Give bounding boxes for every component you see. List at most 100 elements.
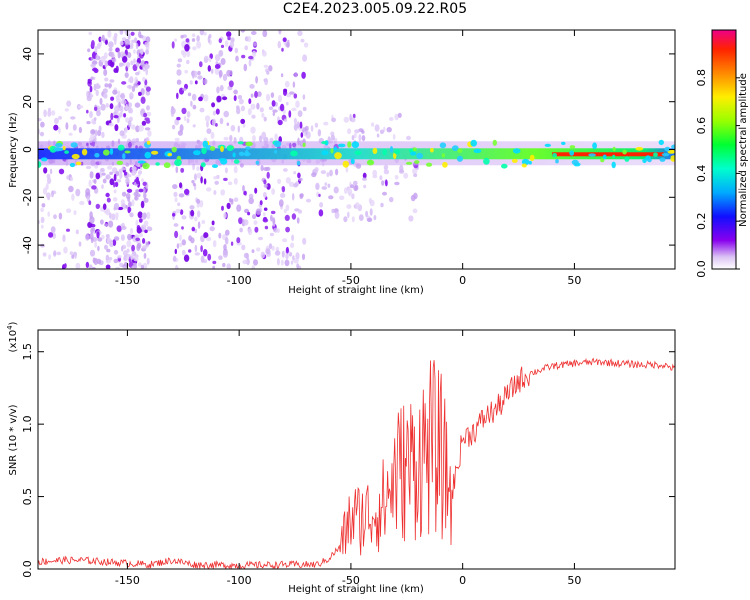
noise-speckle [126,240,132,248]
noise-speckle [114,124,119,132]
band-blob [334,152,342,160]
band-blob [412,147,417,151]
band-blob [473,148,482,154]
noise-speckle [133,49,136,54]
noise-speckle [135,62,140,67]
noise-speckle [48,232,54,238]
noise-speckle [298,177,303,182]
noise-speckle [219,117,224,125]
noise-speckle [94,241,97,248]
noise-speckle [302,106,307,112]
noise-speckle [353,185,358,192]
noise-speckle [143,112,148,118]
noise-speckle [125,103,129,111]
chart-title: C2E4.2023.005.09.22.R05 [282,1,468,17]
noise-speckle [394,181,400,186]
noise-speckle [251,31,257,35]
noise-speckle [51,190,54,198]
band-blob [62,146,66,151]
noise-speckle [101,235,105,240]
noise-speckle [188,235,193,242]
noise-speckle [225,229,230,236]
noise-speckle [247,228,253,236]
spectrogram-x-label: Height of straight line (km) [288,285,424,296]
noise-speckle [272,217,276,225]
band-blob [389,146,394,153]
noise-speckle [319,202,324,208]
noise-speckle [134,195,138,201]
noise-speckle [138,125,144,132]
noise-speckle [89,249,96,257]
noise-speckle [49,168,53,175]
noise-speckle [256,247,261,252]
noise-speckle [174,118,180,126]
noise-speckle [124,38,130,46]
noise-speckle [328,195,334,200]
noise-speckle [268,106,274,110]
noise-speckle [293,117,297,125]
noise-speckle [366,217,373,222]
noise-speckle [212,260,217,265]
noise-speckle [291,213,297,220]
noise-speckle [323,121,329,126]
band-blob [81,148,88,156]
noise-speckle [215,108,220,115]
noise-speckle [272,112,275,116]
noise-speckle [365,210,369,218]
noise-speckle [297,172,301,179]
colorbar-tick-label: 0.4 [695,165,708,183]
noise-speckle [301,71,306,79]
noise-speckle [191,71,195,79]
noise-speckle [40,216,45,224]
noise-speckle [284,214,290,221]
noise-speckle [143,252,147,259]
noise-speckle [214,54,221,62]
noise-speckle [399,164,404,173]
noise-speckle [135,219,139,227]
noise-speckle [192,46,197,51]
noise-speckle [101,184,104,189]
band-blob [416,152,423,159]
noise-speckle [242,123,246,128]
noise-speckle [104,39,108,45]
noise-speckle [128,102,133,108]
y-tick-label: 40 [21,47,34,61]
noise-speckle [93,117,97,121]
noise-speckle [248,59,252,67]
noise-speckle [48,254,51,260]
noise-speckle [171,41,175,49]
noise-speckle [91,185,97,190]
noise-speckle [351,135,355,141]
noise-speckle [220,44,225,49]
noise-speckle [47,110,52,117]
band-blob [555,159,559,164]
band-blob [174,159,182,167]
noise-speckle [105,174,111,180]
y-tick-label: 20 [21,95,34,109]
noise-speckle [320,170,327,175]
noise-speckle [191,180,195,184]
noise-speckle [213,190,217,195]
noise-speckle [126,188,133,193]
noise-speckle [100,55,106,63]
noise-speckle [196,202,200,208]
noise-speckle [95,203,101,209]
noise-speckle [210,131,215,139]
noise-speckle [144,127,151,131]
noise-speckle [220,58,226,65]
noise-speckle [197,210,201,218]
band-blob [521,163,527,168]
noise-speckle [302,94,306,100]
band-blob [55,143,63,148]
noise-speckle [197,221,201,229]
noise-speckle [70,176,74,182]
noise-speckle [108,212,112,219]
band-blob [296,160,301,166]
noise-speckle [143,220,149,227]
noise-speckle [229,41,235,48]
noise-speckle [327,183,331,188]
noise-speckle [299,194,304,200]
noise-speckle [66,175,70,180]
noise-speckle [192,104,197,110]
noise-speckle [310,125,314,132]
